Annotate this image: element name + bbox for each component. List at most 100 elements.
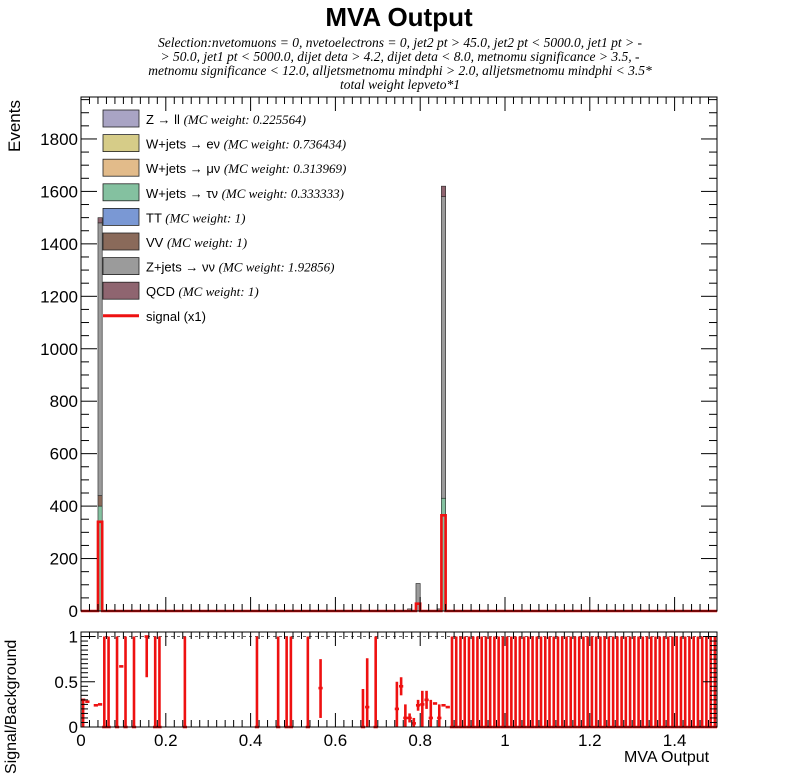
- ratio-point-60: [551, 636, 556, 729]
- ratio-point-17: [288, 636, 293, 729]
- ratio-x-tick-label: 0.2: [154, 731, 178, 750]
- ratio-y-tick-label: 0: [69, 718, 78, 737]
- main-plot-frame: [80, 96, 718, 612]
- ratio-point-37: [454, 636, 459, 729]
- ratio-x-tick-label: 0.6: [324, 731, 348, 750]
- ratio-point-54: [526, 636, 531, 729]
- selection-line-4: total weight lepveto*1: [340, 77, 460, 92]
- ratio-point-44: [483, 636, 489, 729]
- ratio-point-46: [492, 636, 497, 729]
- ratio-point-57: [538, 636, 544, 729]
- legend-entry-2: W+jets → μν (MC weight: 0.313969): [146, 161, 346, 176]
- selection-line-3: metnomu significance < 12.0, alljetsmetn…: [148, 63, 652, 78]
- ratio-point-48: [500, 636, 505, 729]
- ratio-point-23: [394, 681, 399, 727]
- legend-swatch-2: [102, 158, 140, 177]
- ratio-point-73: [606, 636, 611, 729]
- ratio-point-89: [674, 636, 679, 729]
- stack-bar-5-0: [97, 495, 103, 507]
- legend-swatch-3: [102, 183, 140, 202]
- ratio-point-84: [653, 636, 658, 729]
- ratio-point-15: [276, 636, 281, 729]
- ratio-point-43: [479, 636, 484, 729]
- ratio-point-68: [585, 636, 590, 729]
- ratio-point-26: [407, 713, 412, 723]
- ratio-point-29: [420, 690, 425, 727]
- main-y-tick-label: 200: [50, 550, 78, 569]
- ratio-point-62: [560, 636, 565, 729]
- ratio-point-80: [636, 636, 641, 729]
- legend-swatch-5: [102, 232, 140, 251]
- ratio-point-6: [114, 636, 120, 729]
- legend-swatch-1: [102, 134, 140, 153]
- ratio-point-70: [594, 636, 599, 729]
- ratio-point-41: [471, 636, 476, 729]
- legend-entry-7: QCD (MC weight: 1): [146, 284, 259, 299]
- ratio-point-63: [564, 636, 569, 729]
- ratio-x-tick-label: 0: [76, 731, 85, 750]
- main-y-tick-label: 600: [50, 445, 78, 464]
- ratio-point-36: [449, 636, 455, 729]
- ratio-point-74: [611, 636, 616, 729]
- stack-bar-7-1: [441, 185, 446, 197]
- ratio-point-92: [687, 636, 692, 729]
- ratio-point-9: [131, 636, 137, 729]
- main-y-tick-label: 0: [69, 602, 78, 621]
- stack-bar-6-4: [441, 196, 446, 499]
- ratio-point-47: [496, 636, 501, 729]
- ratio-point-4: [102, 636, 107, 729]
- legend-entry-4: TT (MC weight: 1): [146, 210, 245, 225]
- ratio-point-14: [254, 636, 260, 729]
- ratio-point-82: [644, 636, 650, 729]
- ratio-x-tick-label: 1.2: [578, 731, 602, 750]
- signal-histogram-line: [81, 513, 717, 613]
- ratio-y-tick-label: 0.5: [54, 673, 78, 692]
- ratio-point-31: [428, 699, 433, 727]
- ratio-point-38: [458, 636, 463, 729]
- legend-swatch-7: [102, 281, 140, 300]
- legend-swatch-6: [102, 257, 140, 276]
- legend-swatch-4: [102, 207, 140, 226]
- ratio-point-27: [411, 717, 416, 727]
- ratio-point-55: [530, 636, 535, 729]
- ratio-point-12: [157, 636, 162, 729]
- ratio-point-51: [513, 636, 518, 729]
- legend-entry-5: VV (MC weight: 1): [146, 235, 247, 250]
- ratio-point-64: [568, 636, 573, 729]
- ratio-point-77: [623, 636, 628, 729]
- ratio-point-18: [305, 636, 310, 729]
- ratio-point-13: [182, 636, 187, 729]
- legend-entry-3: W+jets → τν (MC weight: 0.333333): [146, 186, 344, 201]
- ratio-point-72: [602, 636, 607, 729]
- ratio-point-11: [153, 636, 158, 729]
- ratio-point-65: [572, 636, 578, 729]
- ratio-point-75: [615, 636, 620, 729]
- main-y-tick-label: 1600: [40, 182, 78, 201]
- ratio-x-tick-label: 1: [500, 731, 509, 750]
- ratio-point-20: [360, 689, 366, 729]
- ratio-point-52: [517, 636, 522, 729]
- ratio-point-67: [581, 636, 586, 729]
- ratio-point-76: [619, 636, 624, 729]
- ratio-point-33: [437, 704, 442, 727]
- ratio-point-78: [627, 636, 633, 729]
- ratio-point-86: [661, 636, 667, 729]
- ratio-point-66: [577, 636, 582, 729]
- ratio-point-28: [415, 699, 421, 711]
- ratio-point-87: [666, 636, 671, 729]
- ratio-x-tick-label: 0.8: [408, 731, 432, 750]
- ratio-point-59: [547, 636, 552, 729]
- ratio-point-83: [649, 636, 654, 729]
- ratio-point-58: [543, 636, 548, 729]
- ratio-point-93: [691, 636, 696, 729]
- ratio-point-53: [521, 636, 527, 729]
- ratio-point-94: [695, 636, 701, 729]
- ratio-point-45: [488, 636, 493, 729]
- ratio-point-19: [318, 659, 323, 718]
- main-y-tick-label: 1800: [40, 130, 78, 149]
- x-axis-label: MVA Output: [624, 749, 710, 766]
- ratio-x-tick-label: 0.4: [239, 731, 263, 750]
- ratio-point-90: [678, 636, 684, 729]
- ratio-point-24: [399, 677, 404, 696]
- ratio-point-85: [657, 636, 662, 729]
